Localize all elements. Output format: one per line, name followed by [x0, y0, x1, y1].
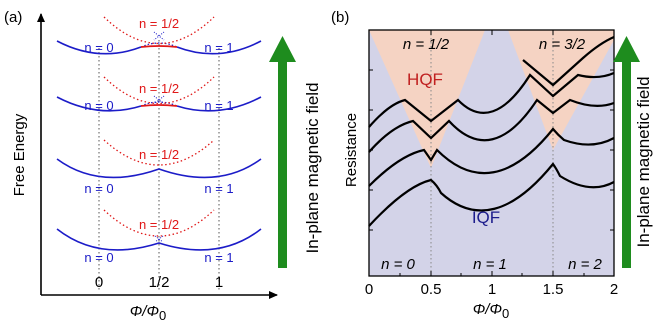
top-label-n-3half: n = 3/2: [539, 36, 586, 53]
panel-b-label: (b): [331, 9, 349, 26]
top-label-n-half: n = 1/2: [403, 36, 450, 53]
panel-b-xtick-1: 1: [488, 281, 496, 298]
panel-b-xtick-05: 0.5: [421, 281, 442, 298]
label-n-half-3: n = 1/2: [139, 147, 179, 162]
label-n-half-4: n = 1/2: [139, 217, 179, 232]
energy-stack-3: [56, 139, 262, 179]
field-label-a: In-plane magnetic field: [303, 82, 322, 253]
label-n-half-1: n = 1/2: [139, 16, 179, 31]
panel-b-x-title: Φ/Φ0: [473, 301, 510, 321]
panel-a-xtick-1: 1: [215, 274, 223, 291]
panel-a-label: (a): [4, 9, 22, 26]
hqf-wedge-1: [369, 30, 485, 168]
field-label-b: In-plane magnetic field: [634, 76, 653, 247]
label-n0-4: n = 0: [84, 250, 113, 265]
field-arrow-a: [269, 36, 296, 268]
panel-b: (b): [331, 9, 653, 321]
resistance-curve-1: [368, 162, 615, 227]
label-n1-2: n = 1: [204, 98, 233, 113]
panel-a-xtick-0: 0: [95, 274, 103, 291]
energy-stack-1: [56, 16, 262, 55]
panel-b-y-title: Resistance: [343, 113, 360, 187]
panel-b-xtick-2: 2: [610, 281, 618, 298]
label-n1-1: n = 1: [204, 40, 233, 55]
label-n1-3: n = 1: [204, 181, 233, 196]
label-n0-1: n = 0: [84, 40, 113, 55]
anticrossing-dotted: [140, 42, 178, 48]
bottom-label-n2: n = 2: [568, 256, 602, 273]
field-arrow-b: [613, 36, 640, 268]
half-quantum-branch: [140, 45, 178, 48]
label-n1-4: n = 1: [204, 250, 233, 265]
resistance-curve-3: [368, 98, 615, 153]
hqf-label: HQF: [407, 70, 443, 89]
resistance-curves: [368, 35, 615, 227]
panel-a-y-title: Free Energy: [11, 113, 28, 196]
resistance-curve-2: [368, 127, 615, 187]
iqf-label: IQF: [472, 208, 500, 227]
energy-stack-4: [56, 209, 262, 251]
half-quantum-parabola: [103, 16, 215, 45]
panel-a: (a): [4, 9, 322, 323]
panel-a-x-title: Φ/Φ0: [130, 303, 167, 323]
label-n-half-2: n = 1/2: [139, 81, 179, 96]
resistance-curve-5: [522, 35, 615, 87]
panel-a-xtick-half: 1/2: [149, 274, 170, 291]
energy-stack-2: [56, 76, 262, 112]
label-n0-2: n = 0: [84, 98, 113, 113]
label-n0-3: n = 0: [84, 181, 113, 196]
resistance-curve-4: [368, 71, 615, 128]
bottom-label-n1: n = 1: [473, 256, 507, 273]
panel-b-xtick-15: 1.5: [543, 281, 564, 298]
bottom-label-n0: n = 0: [381, 256, 415, 273]
panel-b-xtick-0: 0: [365, 281, 373, 298]
